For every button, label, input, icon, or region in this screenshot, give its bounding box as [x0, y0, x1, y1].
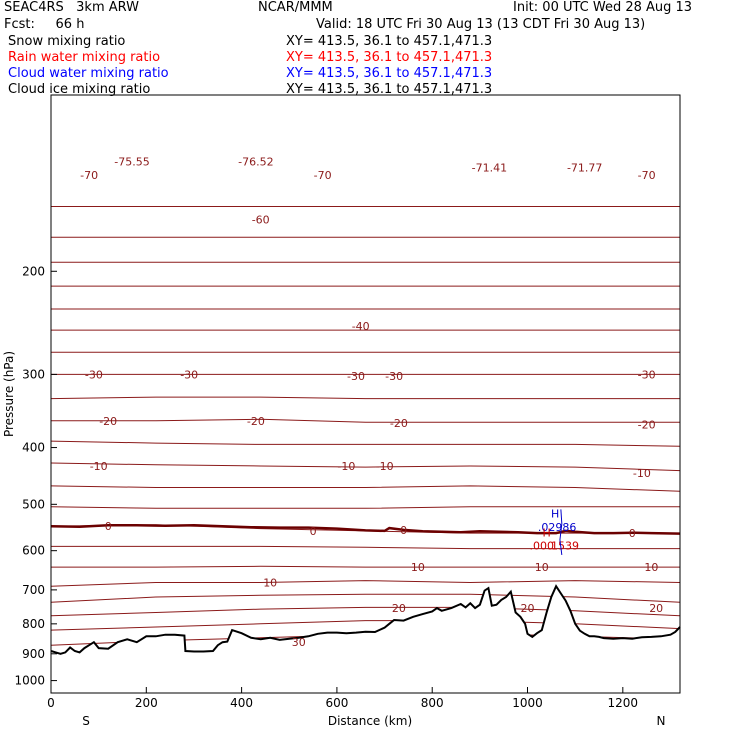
isotherm-label: -30	[180, 368, 198, 381]
isotherm-line	[50, 396, 680, 400]
y-tick-label: 600	[22, 544, 45, 558]
isotherm-line	[50, 440, 681, 447]
header-init: Init: 00 UTC Wed 28 Aug 13	[513, 0, 693, 15]
isotherm-line	[50, 580, 681, 587]
header-fcst: Fcst: 66 h	[4, 17, 85, 32]
isotherm-line	[51, 545, 680, 550]
isotherm-line	[50, 606, 681, 617]
isotherm-label: 10	[535, 561, 549, 574]
isotherm-label: -10	[633, 467, 651, 480]
isotherm-label: -20	[99, 415, 117, 428]
label-layer: -75.55 -76.52 -71.41 -71.77 -70 -70 -70 -60 -40 -…	[80, 156, 663, 650]
isotherm-label: 0	[400, 524, 407, 537]
x-tick-label: 1200	[608, 696, 639, 710]
isotherm-label: -70	[314, 169, 332, 182]
y-axis-label: Pressure (hPa)	[2, 351, 16, 437]
x-tick-label: 400	[230, 696, 253, 710]
x-tick-label: 0	[47, 696, 55, 710]
isotherm-label: 0	[105, 520, 112, 533]
y-tick-label: 500	[22, 497, 45, 511]
y-tick-label: 200	[22, 264, 45, 278]
isotherm-line	[50, 485, 681, 492]
isotherm-label: -20	[247, 415, 265, 428]
y-tick-label: 1000	[14, 674, 45, 688]
isotherm-label: 0	[629, 527, 636, 540]
header-model: SEAC4RS 3km ARW	[4, 0, 140, 15]
isotherm-label: -75.55	[114, 156, 149, 169]
isotherm-label: 20	[392, 602, 406, 615]
isotherm-line	[50, 593, 681, 603]
terrain-line	[50, 584, 681, 655]
mixing-ratio-annotation: H	[542, 526, 550, 539]
isotherm-label: -40	[352, 320, 370, 333]
isotherm-label: -71.77	[567, 162, 602, 175]
cloud-water-contour	[559, 509, 563, 555]
isotherm-line	[50, 462, 681, 472]
legend-snow-label: Snow mixing ratio	[8, 34, 126, 49]
isotherm-line	[50, 506, 680, 509]
plot-frame	[50, 94, 681, 694]
isotherm-label: 20	[521, 602, 535, 615]
isotherm-line	[51, 565, 680, 568]
isotherm-label: -70	[638, 169, 656, 182]
legend-cloud-water-xy: XY= 413.5, 36.1 to 457.1,471.3	[286, 66, 493, 81]
isotherm-label: -20	[638, 418, 656, 431]
isotherm-label: -71.41	[472, 162, 507, 175]
isotherm-label: 10	[644, 561, 658, 574]
axis-layer: 0 200 400 600 800 1000 12002003004005006007008…	[14, 264, 638, 710]
isotherm-label: 10	[263, 577, 277, 590]
isotherm-label: -76.52	[238, 156, 273, 169]
isotherm-label: -30	[638, 368, 656, 381]
isotherm-label: -10	[376, 460, 394, 473]
isotherm-label: -60	[252, 213, 270, 226]
x-tick-label: 200	[135, 696, 158, 710]
mixing-ratio-annotation: .000	[530, 539, 555, 552]
y-tick-label: 800	[22, 617, 45, 631]
mixing-ratio-annotation: .02986	[538, 521, 577, 534]
isotherm-label: 10	[411, 561, 425, 574]
x-end-label-left: S	[82, 714, 90, 728]
legend-snow-xy: XY= 413.5, 36.1 to 457.1,471.3	[286, 34, 493, 49]
x-tick-label: 600	[325, 696, 348, 710]
isotherm-label: 0	[310, 525, 317, 538]
terrain-layer	[50, 584, 681, 693]
isotherm-label: -10	[90, 460, 108, 473]
mixing-ratio-annotation: H	[551, 508, 559, 521]
header-valid: Valid: 18 UTC Fri 30 Aug 13 (13 CDT Fri …	[316, 17, 646, 32]
legend-cloud-water-label: Cloud water mixing ratio	[8, 66, 169, 81]
isotherm-line	[50, 620, 681, 631]
terrain-fill	[51, 586, 680, 693]
isotherm-label: -20	[390, 417, 408, 430]
mixing-ratio-annotation: .1539	[548, 539, 580, 552]
legend-rain-xy: XY= 413.5, 36.1 to 457.1,471.3	[286, 50, 493, 65]
isotherm-label: -30	[347, 370, 365, 383]
y-tick-label: 400	[22, 441, 45, 455]
y-tick-label: 700	[22, 583, 45, 597]
y-tick-label: 900	[22, 647, 45, 661]
header-center: NCAR/MMM	[258, 0, 333, 15]
isotherm-label: -30	[385, 370, 403, 383]
legend-rain-label: Rain water mixing ratio	[8, 50, 161, 65]
x-end-label-right: N	[657, 714, 666, 728]
isotherm-label: -30	[85, 368, 103, 381]
x-tick-label: 800	[421, 696, 444, 710]
isotherm-layer	[50, 206, 681, 646]
legend-cloud-ice-xy: XY= 413.5, 36.1 to 457.1,471.3	[286, 82, 493, 97]
isotherm-label: -10	[337, 460, 355, 473]
isotherm-label: 30	[292, 636, 306, 649]
isotherm-label: 20	[649, 602, 663, 615]
y-tick-label: 300	[22, 367, 45, 381]
isotherm-line	[51, 418, 680, 423]
x-tick-label: 1000	[512, 696, 543, 710]
zero-degree-isotherm	[50, 524, 681, 535]
isotherm-label: -70	[80, 169, 98, 182]
legend-cloud-ice-label: Cloud ice mixing ratio	[8, 82, 151, 97]
x-axis-label: Distance (km)	[328, 714, 412, 728]
